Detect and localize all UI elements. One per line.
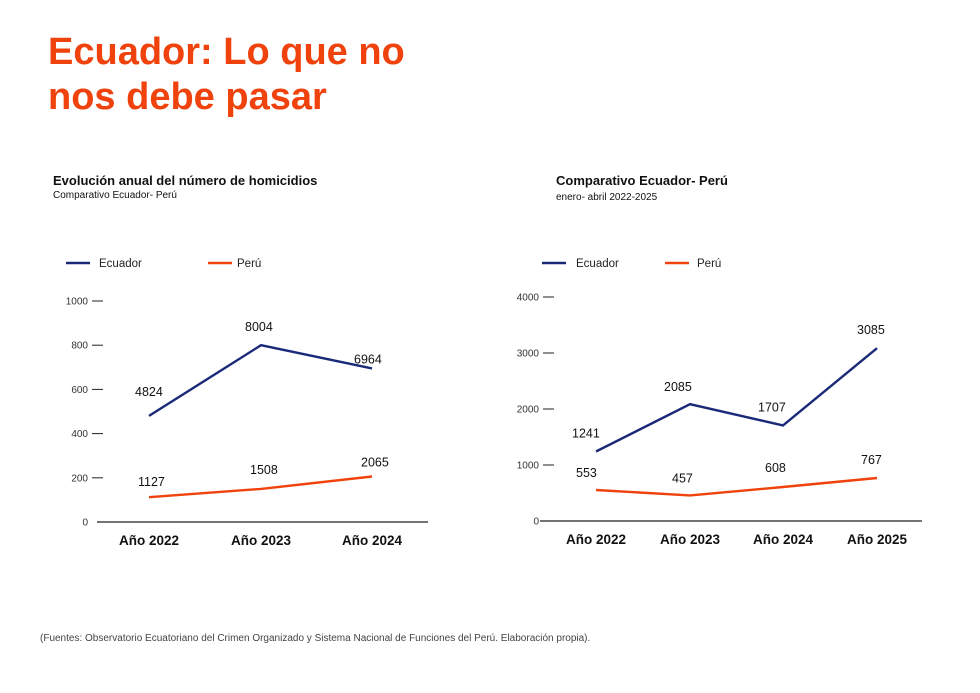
chart-subtitle: enero- abril 2022-2025 <box>556 192 658 203</box>
legend-label-perú: Perú <box>697 258 721 270</box>
x-category-label: Año 2022 <box>119 533 179 548</box>
y-tick-label: 800 <box>71 341 88 352</box>
x-category-label: Año 2022 <box>566 532 626 547</box>
legend-label-perú: Perú <box>237 258 261 270</box>
y-tick-label: 4000 <box>517 293 540 304</box>
data-label: 457 <box>672 471 693 485</box>
data-label: 1127 <box>138 475 165 489</box>
y-tick-label: 1000 <box>517 461 540 472</box>
chart-title: Comparativo Ecuador- Perú <box>556 173 728 188</box>
y-tick-label: 200 <box>71 473 88 484</box>
chart-svg-1: 0 200 400 600 800 1000 Año 2022 Año 2023 Año 202… <box>66 258 428 548</box>
legend-label-ecuador: Ecuador <box>576 258 619 270</box>
data-label: 2065 <box>361 455 389 469</box>
y-tick-label: 3000 <box>517 349 540 360</box>
y-tick-label: 600 <box>71 385 88 396</box>
data-label: 608 <box>765 461 786 475</box>
data-label: 553 <box>576 466 597 480</box>
chart-title: Evolución anual del número de homicidios <box>53 173 318 188</box>
source-note: (Fuentes: Observatorio Ecuatoriano del C… <box>40 633 591 644</box>
data-label: 767 <box>861 453 882 467</box>
legend-label-ecuador: Ecuador <box>99 258 142 270</box>
series-line-perú <box>148 475 373 499</box>
data-label: 4824 <box>135 385 163 399</box>
headline: Ecuador: Lo que no nos debe pasar <box>48 31 405 118</box>
data-label: 1508 <box>250 463 278 477</box>
chart-svg-2: 0 1000 2000 3000 4000 Año 2022 Año 2023 Año 202… <box>517 258 922 547</box>
chart-subtitle: Comparativo Ecuador- Perú <box>53 190 177 201</box>
data-label: 8004 <box>245 320 273 334</box>
series-line-perú <box>595 476 878 497</box>
x-category-label: Año 2024 <box>342 533 403 548</box>
x-category-label: Año 2025 <box>847 532 908 547</box>
y-tick-label: 2000 <box>517 405 540 416</box>
data-label: 2085 <box>664 380 692 394</box>
x-category-label: Año 2023 <box>660 532 721 547</box>
y-tick-label: 0 <box>82 518 88 529</box>
x-category-label: Año 2024 <box>753 532 814 547</box>
y-tick-label: 1000 <box>66 297 89 308</box>
series-line-ecuador <box>595 347 878 453</box>
series-line-ecuador <box>148 343 373 417</box>
x-category-label: Año 2023 <box>231 533 292 548</box>
data-label: 6964 <box>354 352 382 366</box>
y-tick-label: 400 <box>71 429 88 440</box>
data-label: 3085 <box>857 323 885 337</box>
y-tick-label: 0 <box>533 517 539 528</box>
data-label: 1241 <box>572 427 600 441</box>
data-label: 1707 <box>758 400 786 414</box>
